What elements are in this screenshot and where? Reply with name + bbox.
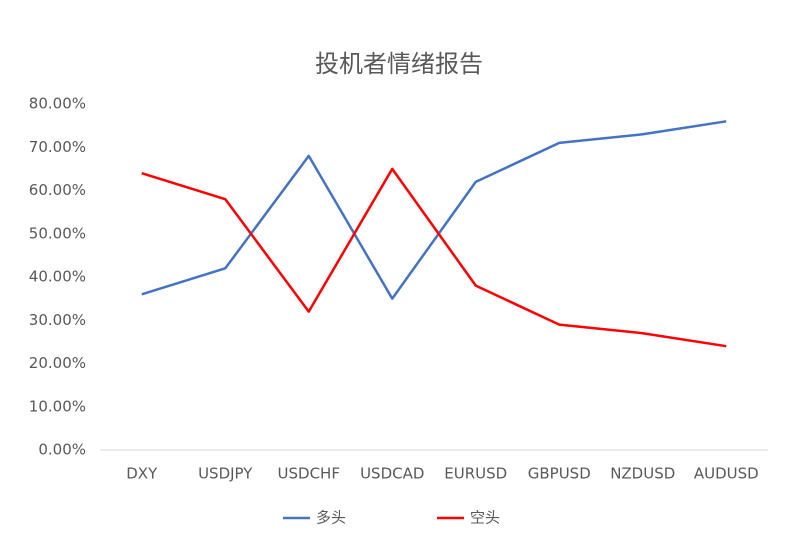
y-tick-label: 50.00% [29, 224, 86, 242]
legend-label: 空头 [470, 509, 500, 527]
x-tick-label: GBPUSD [528, 465, 591, 483]
series-line [141, 167, 727, 348]
legend-label: 多头 [316, 509, 346, 527]
x-tick-label: USDJPY [198, 465, 253, 483]
series-line [141, 120, 727, 300]
y-tick-label: 30.00% [29, 311, 86, 329]
x-tick-label: USDCHF [278, 465, 340, 483]
y-tick-label: 40.00% [29, 268, 86, 286]
chart-title: 投机者情绪报告 [315, 50, 483, 78]
x-tick-label: NZDUSD [610, 465, 675, 483]
y-tick-label: 0.00% [38, 441, 86, 459]
y-tick-label: 60.00% [29, 181, 86, 199]
y-tick-label: 80.00% [29, 95, 86, 113]
y-tick-label: 20.00% [29, 354, 86, 372]
y-tick-label: 70.00% [29, 138, 86, 156]
x-tick-label: EURUSD [444, 465, 507, 483]
x-tick-label: DXY [126, 465, 158, 483]
y-tick-label: 10.00% [29, 397, 86, 415]
x-tick-label: USDCAD [360, 465, 424, 483]
x-tick-label: AUDUSD [694, 465, 759, 483]
